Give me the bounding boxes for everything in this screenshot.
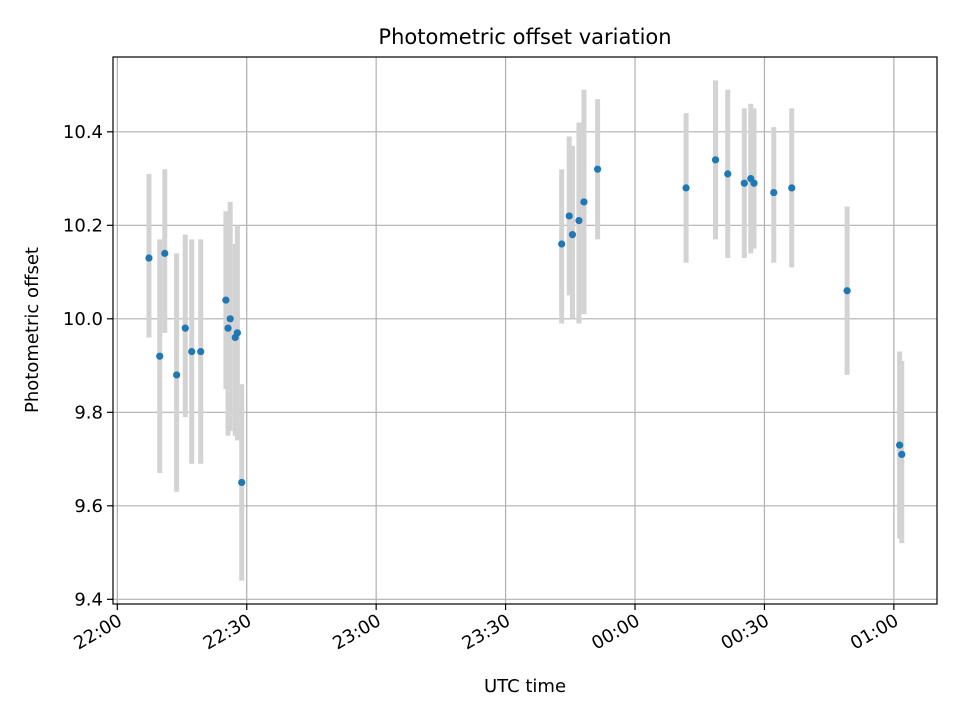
data-point xyxy=(711,156,720,164)
data-point xyxy=(898,450,906,458)
data-point xyxy=(594,165,602,173)
data-point xyxy=(770,188,778,197)
data-point xyxy=(682,184,690,192)
data-points xyxy=(145,156,906,487)
data-point xyxy=(233,329,241,337)
y-tick-label: 9.6 xyxy=(74,496,103,517)
data-point xyxy=(156,352,164,360)
y-axis-ticks: 9.4 9.6 9.8 10.0 10.2 10.4 xyxy=(63,122,113,610)
data-point xyxy=(724,170,732,178)
data-point xyxy=(188,347,196,356)
data-point xyxy=(145,254,153,262)
data-point xyxy=(197,347,205,356)
data-point xyxy=(224,324,232,332)
data-point xyxy=(788,184,796,192)
y-tick-label: 10.2 xyxy=(63,215,103,236)
y-tick-label: 9.8 xyxy=(74,402,103,423)
chart-title: Photometric offset variation xyxy=(378,25,671,49)
data-point xyxy=(238,478,246,487)
data-point xyxy=(173,371,181,379)
data-point xyxy=(226,315,234,323)
y-axis-label: Photometric offset xyxy=(22,247,43,413)
data-point xyxy=(222,296,230,304)
grid xyxy=(113,57,937,604)
y-tick-label: 10.0 xyxy=(63,309,103,330)
data-point xyxy=(161,249,169,257)
y-tick-label: 10.4 xyxy=(63,122,103,143)
data-point xyxy=(896,441,904,449)
y-tick-label: 9.4 xyxy=(74,589,103,610)
data-point xyxy=(843,287,851,295)
data-point xyxy=(580,198,588,206)
data-point xyxy=(568,231,577,239)
data-point xyxy=(558,240,566,248)
data-point xyxy=(740,179,748,187)
data-point xyxy=(181,324,189,332)
data-point xyxy=(565,212,573,220)
x-axis-label: UTC time xyxy=(484,676,566,697)
data-point xyxy=(750,179,758,187)
plot-frame xyxy=(112,56,938,605)
data-point xyxy=(575,217,583,225)
